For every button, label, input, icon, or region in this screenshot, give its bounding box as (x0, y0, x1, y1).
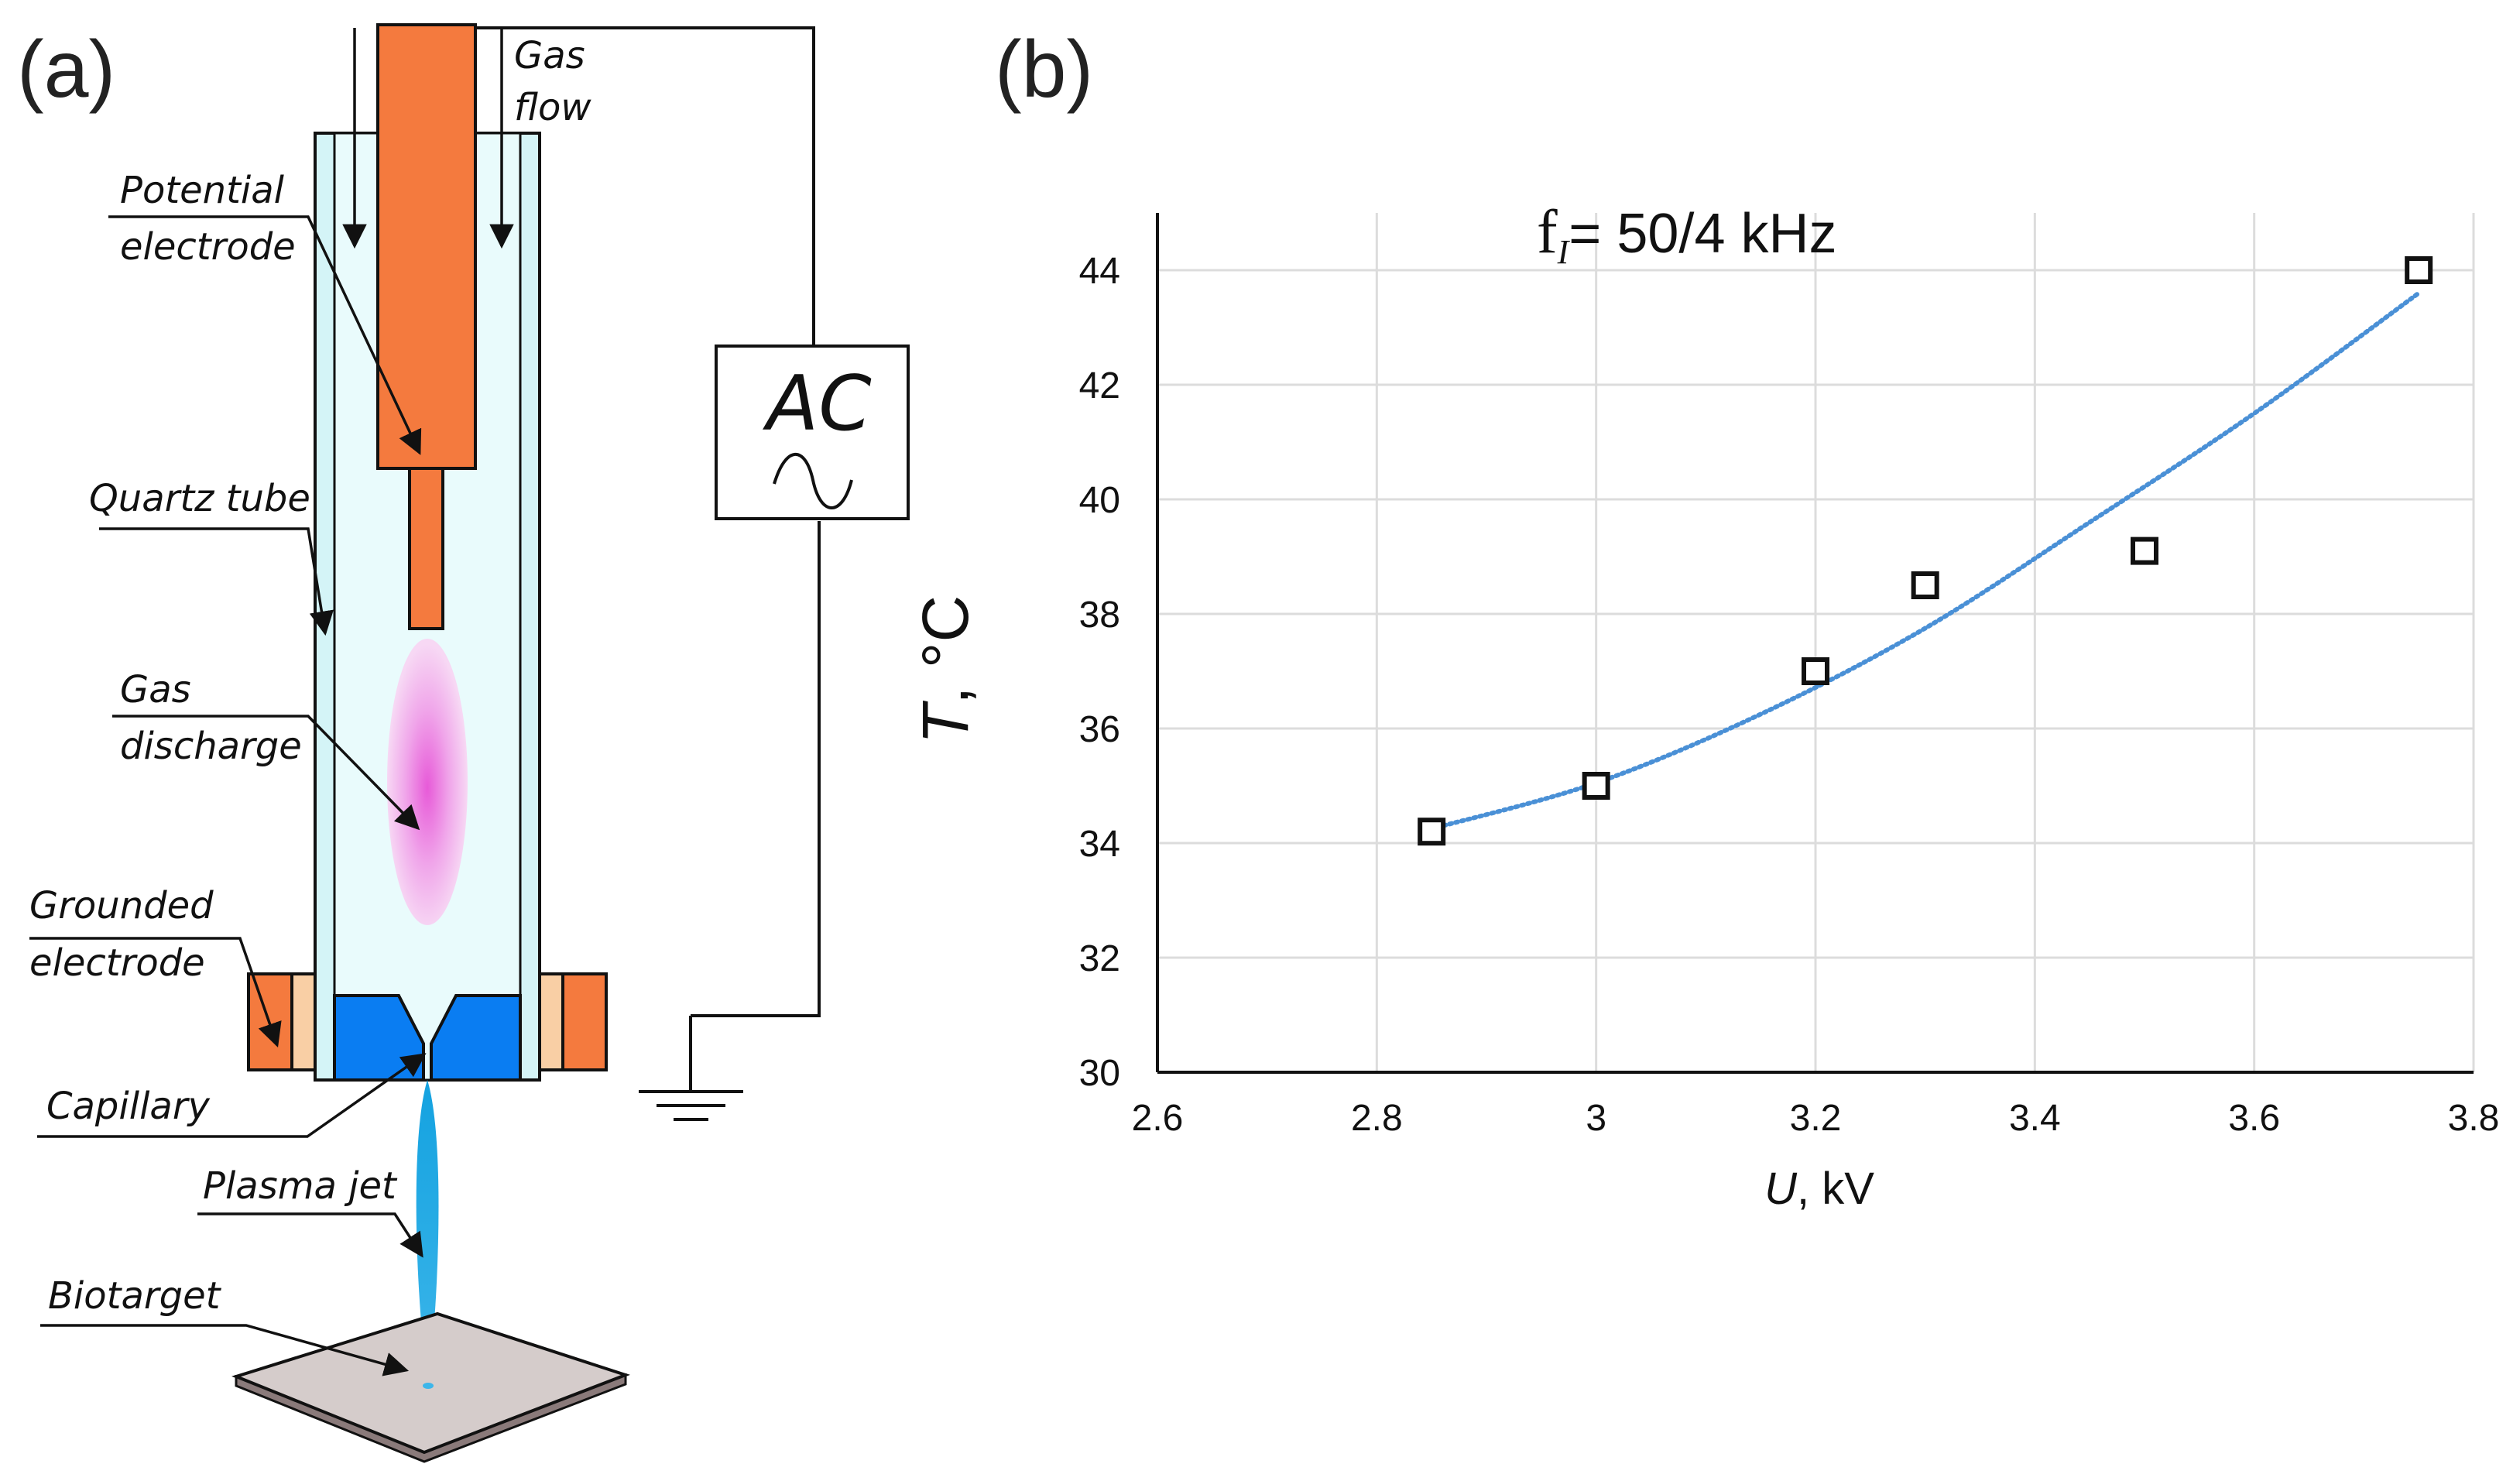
label-quartz-tube: Quartz tube (89, 477, 310, 520)
quartz-tube-leader (99, 527, 334, 636)
circuit-wires (476, 26, 821, 1092)
annotation-sub: I (1557, 233, 1571, 271)
trend-series (1429, 290, 2422, 831)
panel-b-letter: (b) (995, 25, 1093, 115)
grounded-electrode-leader (29, 937, 282, 1047)
y-tick-label: 40 (1079, 480, 1120, 521)
sine-wave-icon (773, 452, 853, 509)
data-point (1582, 772, 1610, 800)
chart-ticks: 2.6 2.8 3 3.2 3.4 3.6 3.8 30 32 34 36 38 40 42 44 (1079, 251, 2500, 1139)
grounded-electrode (247, 972, 608, 1071)
y-axis-unit: , °C (909, 595, 982, 705)
data-point (1911, 571, 1939, 599)
annotation-f: f (1537, 198, 1558, 266)
gas-discharge-leader (112, 715, 420, 831)
data-point (1418, 818, 1446, 846)
panel-a-schematic: (a) AC (17, 23, 910, 1463)
gas-discharge-glow (387, 639, 468, 925)
x-tick-label: 2.6 (1132, 1098, 1184, 1139)
chart-grid (1157, 213, 2475, 1072)
label-gas-discharge-line2: discharge (120, 725, 302, 768)
biotarget-plate (231, 1311, 630, 1463)
frequency-annotation: fI= 50/4 kHz (1537, 198, 1836, 271)
y-tick-label: 42 (1079, 365, 1120, 406)
x-tick-label: 3.4 (2009, 1098, 2061, 1139)
label-gas-discharge-line1: Gas (120, 668, 191, 711)
electrode-tip (408, 467, 444, 630)
plasma-jet-leader (197, 1212, 423, 1258)
x-tick-label: 3.2 (1790, 1098, 1842, 1139)
y-tick-label: 32 (1079, 938, 1120, 979)
y-axis-var: T (909, 700, 982, 744)
label-plasma-jet: Plasma jet (203, 1164, 398, 1208)
y-tick-label: 30 (1079, 1053, 1120, 1094)
label-potential-line1: Potential (120, 169, 285, 212)
ground-symbol (639, 1090, 743, 1121)
annotation-rest: = 50/4 kHz (1569, 203, 1836, 265)
label-capillary: Capillary (46, 1085, 211, 1128)
y-axis-title: T, °C (909, 595, 982, 744)
data-point (2405, 256, 2433, 284)
data-points (1418, 256, 2433, 846)
y-tick-label: 38 (1079, 595, 1120, 636)
data-point (1802, 657, 1829, 685)
panel-b-chart: (b) 2.6 2.8 3 3.2 3.4 3.6 3.83032343638404244 … (909, 25, 2499, 1214)
biotarget-leader (40, 1324, 410, 1376)
y-tick-label: 34 (1079, 824, 1120, 865)
plasma-jet (416, 1080, 439, 1386)
y-tick-label: 44 (1079, 251, 1120, 292)
potential-electrode (376, 23, 477, 470)
x-tick-label: 3.6 (2228, 1098, 2280, 1139)
ac-source: AC (715, 345, 910, 520)
capillary-leader (37, 1053, 427, 1138)
label-grounded-line2: electrode (29, 941, 205, 985)
potential-electrode-leader (108, 215, 422, 455)
ac-label: AC (762, 360, 872, 448)
x-axis-unit: , kV (1797, 1164, 1874, 1214)
label-potential-line2: electrode (120, 225, 296, 269)
panel-a-letter: (a) (17, 25, 115, 115)
x-axis-title: U, kV (1764, 1164, 1874, 1214)
data-point (2131, 537, 2158, 565)
label-biotarget: Biotarget (48, 1274, 222, 1318)
x-tick-label: 2.8 (1351, 1098, 1403, 1139)
x-axis-var: U (1764, 1164, 1798, 1214)
trend-line (1429, 290, 2422, 831)
chart-axes (1156, 213, 2474, 1074)
x-tick-label: 3.8 (2448, 1098, 2500, 1139)
label-grounded-line1: Grounded (29, 884, 214, 927)
label-gas-flow-line2: flow (514, 86, 591, 129)
y-tick-label: 36 (1079, 709, 1120, 750)
label-gas-flow-line1: Gas (514, 34, 585, 77)
x-tick-label: 3 (1586, 1098, 1606, 1139)
